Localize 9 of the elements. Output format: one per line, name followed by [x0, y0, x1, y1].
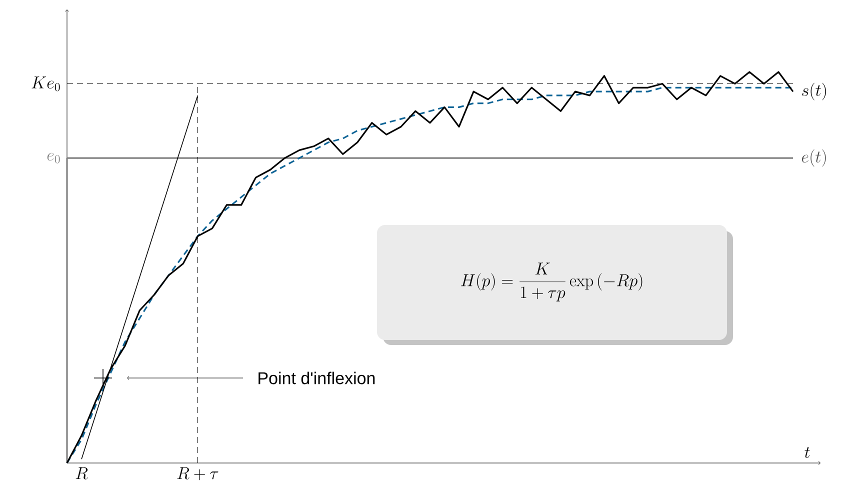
- series-label: $s(t)$: [802, 82, 826, 100]
- text: $R+\tau$: [177, 467, 218, 480]
- text: $R$: [76, 467, 88, 480]
- series-label: $e(t)$: [802, 149, 826, 167]
- text: $e_0$: [47, 152, 60, 164]
- annotation: $H(p)=\frac{K}{1+\tau p}\exp\left(-Rp\right)$: [461, 262, 642, 302]
- x-axis-title: $t$: [804, 446, 810, 458]
- ref-line-label: $Ke_0$: [32, 76, 60, 92]
- annotation: Point d'inflexion: [258, 372, 375, 384]
